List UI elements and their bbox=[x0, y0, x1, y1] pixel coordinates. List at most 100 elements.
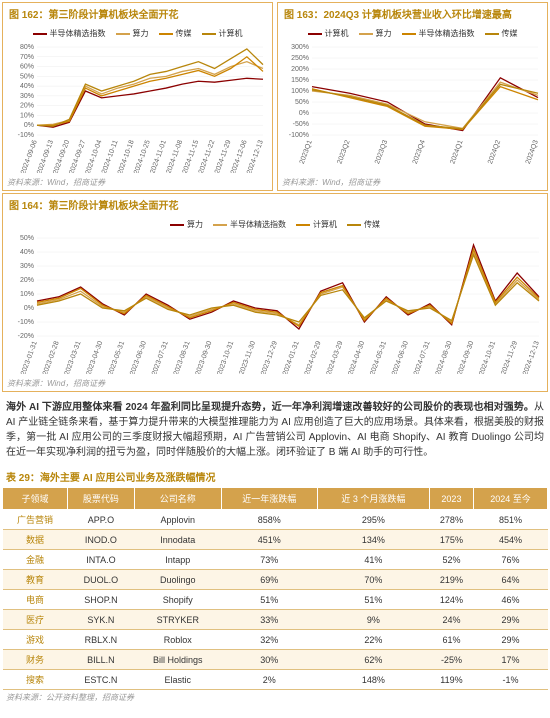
svg-text:2024-10-31: 2024-10-31 bbox=[478, 340, 497, 374]
svg-text:2024-09-30: 2024-09-30 bbox=[457, 340, 476, 374]
legend-label: 计算机 bbox=[313, 219, 337, 230]
table-cell: 22% bbox=[317, 630, 429, 650]
svg-text:2023-12-29: 2023-12-29 bbox=[260, 340, 279, 374]
table-cell: 30% bbox=[221, 650, 317, 670]
legend-item: 传媒 bbox=[485, 28, 518, 39]
table-cell: BILL.N bbox=[68, 650, 135, 670]
legend-swatch bbox=[116, 33, 130, 35]
legend-swatch bbox=[347, 224, 361, 226]
table-cell: 广告营销 bbox=[3, 510, 68, 530]
svg-text:2024-10-25: 2024-10-25 bbox=[133, 139, 152, 173]
svg-text:2023-09-30: 2023-09-30 bbox=[195, 340, 214, 374]
chart-162-source: 资料来源：Wind，招商证券 bbox=[3, 175, 272, 190]
svg-text:50%: 50% bbox=[20, 73, 34, 80]
table-cell: 17% bbox=[473, 650, 547, 670]
legend-swatch bbox=[308, 33, 322, 35]
svg-text:150%: 150% bbox=[291, 77, 309, 84]
svg-text:2024-12-13: 2024-12-13 bbox=[246, 139, 265, 173]
legend-swatch bbox=[402, 33, 416, 35]
chart-162-legend: 半导体精选指数算力传媒计算机 bbox=[7, 28, 268, 39]
svg-text:70%: 70% bbox=[20, 54, 34, 61]
table-cell: 电商 bbox=[3, 590, 68, 610]
table-29: 子领域股票代码公司名称近一年涨跌幅近 3 个月涨跌幅20232024 至今 广告… bbox=[2, 487, 548, 690]
legend-swatch bbox=[33, 33, 47, 35]
table-cell: 454% bbox=[473, 530, 547, 550]
table-cell: 41% bbox=[317, 550, 429, 570]
legend-label: 传媒 bbox=[502, 28, 518, 39]
legend-item: 计算机 bbox=[202, 28, 243, 39]
table-cell: 教育 bbox=[3, 570, 68, 590]
svg-text:2024-07-31: 2024-07-31 bbox=[413, 340, 432, 374]
svg-text:30%: 30% bbox=[20, 93, 34, 100]
table-cell: 29% bbox=[473, 610, 547, 630]
svg-text:2024-01-31: 2024-01-31 bbox=[282, 340, 301, 374]
legend-item: 算力 bbox=[170, 219, 203, 230]
table-cell: 119% bbox=[429, 670, 473, 690]
table-cell: SYK.N bbox=[68, 610, 135, 630]
chart-164-source: 资料来源：Wind，招商证券 bbox=[3, 376, 547, 391]
table-cell: 29% bbox=[473, 630, 547, 650]
table-cell: 851% bbox=[473, 510, 547, 530]
table-header: 2023 bbox=[429, 488, 473, 510]
svg-text:2024-12-06: 2024-12-06 bbox=[230, 139, 249, 173]
table-cell: INTA.O bbox=[68, 550, 135, 570]
svg-text:20%: 20% bbox=[20, 277, 34, 284]
table-cell: 295% bbox=[317, 510, 429, 530]
table-cell: SHOP.N bbox=[68, 590, 135, 610]
legend-label: 传媒 bbox=[364, 219, 380, 230]
table-cell: 62% bbox=[317, 650, 429, 670]
svg-text:2024-06-30: 2024-06-30 bbox=[391, 340, 410, 374]
svg-text:60%: 60% bbox=[20, 64, 34, 71]
svg-text:2024-10-18: 2024-10-18 bbox=[117, 139, 136, 173]
legend-label: 计算机 bbox=[219, 28, 243, 39]
table-cell: 124% bbox=[429, 590, 473, 610]
svg-text:0%: 0% bbox=[24, 122, 34, 129]
svg-text:2024-02-29: 2024-02-29 bbox=[304, 340, 323, 374]
svg-text:2023-03-31: 2023-03-31 bbox=[64, 340, 83, 374]
chart-162-title: 图 162：第三阶段计算机板块全面开花 bbox=[3, 3, 272, 24]
svg-text:2024-10-04: 2024-10-04 bbox=[85, 139, 104, 173]
table-cell: 33% bbox=[221, 610, 317, 630]
table-row: 广告营销APP.OApplovin858%295%278%851% bbox=[3, 510, 548, 530]
table-cell: 52% bbox=[429, 550, 473, 570]
table-cell: 61% bbox=[429, 630, 473, 650]
legend-label: 半导体精选指数 bbox=[230, 219, 286, 230]
table-cell: Applovin bbox=[134, 510, 221, 530]
svg-text:2024Q3: 2024Q3 bbox=[525, 139, 540, 165]
table-cell: 金融 bbox=[3, 550, 68, 570]
chart-163-plot: -100%-50%0%50%100%150%200%250%300%2023Q1… bbox=[282, 43, 542, 173]
table-cell: Bill Holdings bbox=[134, 650, 221, 670]
svg-text:2023-06-30: 2023-06-30 bbox=[129, 340, 148, 374]
svg-text:10%: 10% bbox=[20, 291, 34, 298]
legend-item: 计算机 bbox=[308, 28, 349, 39]
table-cell: -25% bbox=[429, 650, 473, 670]
table-cell: Elastic bbox=[134, 670, 221, 690]
table-header: 近一年涨跌幅 bbox=[221, 488, 317, 510]
svg-text:250%: 250% bbox=[291, 55, 309, 62]
svg-text:80%: 80% bbox=[20, 44, 34, 51]
table-cell: 64% bbox=[473, 570, 547, 590]
svg-text:2024Q2: 2024Q2 bbox=[487, 139, 502, 165]
svg-text:2023-02-28: 2023-02-28 bbox=[42, 340, 61, 374]
table-cell: Roblox bbox=[134, 630, 221, 650]
svg-text:2023Q1: 2023Q1 bbox=[299, 139, 314, 165]
svg-text:30%: 30% bbox=[20, 263, 34, 270]
table-cell: ESTC.N bbox=[68, 670, 135, 690]
table-row: 数据INOD.OInnodata451%134%175%454% bbox=[3, 530, 548, 550]
legend-item: 算力 bbox=[116, 28, 149, 39]
legend-label: 传媒 bbox=[176, 28, 192, 39]
svg-text:-100%: -100% bbox=[289, 132, 309, 139]
table-cell: 134% bbox=[317, 530, 429, 550]
svg-text:2024-11-15: 2024-11-15 bbox=[182, 139, 201, 173]
chart-164-title: 图 164：第三阶段计算机板块全面开花 bbox=[3, 194, 547, 215]
table-cell: 财务 bbox=[3, 650, 68, 670]
table-cell: 76% bbox=[473, 550, 547, 570]
table-cell: 69% bbox=[221, 570, 317, 590]
body-paragraph: 海外 AI 下游应用整体来看 2024 年盈利同比呈现提升态势，近一年净利润增速… bbox=[2, 394, 548, 466]
legend-swatch bbox=[296, 224, 310, 226]
legend-label: 算力 bbox=[133, 28, 149, 39]
svg-text:2024-04-30: 2024-04-30 bbox=[347, 340, 366, 374]
legend-label: 算力 bbox=[187, 219, 203, 230]
svg-text:40%: 40% bbox=[20, 249, 34, 256]
svg-text:0%: 0% bbox=[299, 110, 309, 117]
